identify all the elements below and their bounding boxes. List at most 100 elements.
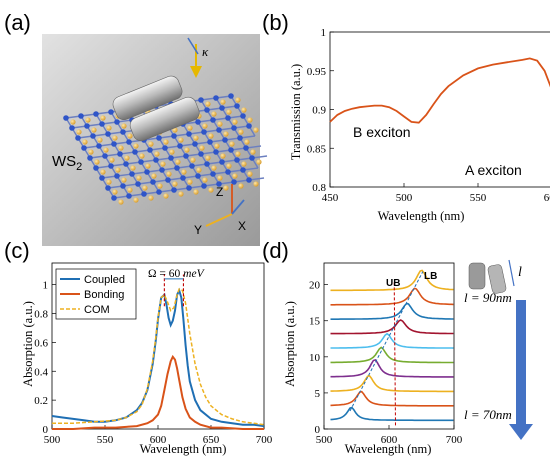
tungsten-atom — [201, 183, 207, 189]
spectrum-line — [330, 332, 454, 349]
sulfur-atom — [157, 183, 163, 189]
tungsten-atom — [93, 111, 99, 117]
y-tick-label: 0.95 — [307, 66, 327, 78]
sulfur-atom — [88, 149, 94, 155]
tungsten-atom — [231, 125, 237, 131]
sulfur-atom — [169, 149, 175, 155]
sulfur-atom — [253, 127, 259, 133]
sulfur-atom — [109, 157, 115, 163]
tungsten-atom — [207, 139, 213, 145]
legend-coupled-label: Coupled — [84, 274, 125, 286]
tungsten-atom — [99, 121, 105, 127]
x-tick-label: 700 — [256, 434, 273, 446]
sulfur-atom — [112, 189, 118, 195]
tungsten-atom — [108, 163, 114, 169]
sulfur-atom — [208, 187, 214, 193]
tungsten-atom — [105, 185, 111, 191]
sulfur-atom — [172, 127, 178, 133]
chart-b-ylabel: Transmission (a.u.) — [289, 64, 303, 160]
panel-d-label: (d) — [262, 238, 289, 263]
tungsten-atom — [231, 179, 237, 185]
chart-d-xlabel: Wavelength (nm) — [345, 442, 432, 456]
sulfur-atom — [127, 187, 133, 193]
sulfur-atom — [184, 147, 190, 153]
tungsten-atom — [114, 119, 120, 125]
x-tick-label: 500 — [44, 434, 61, 446]
panel-b-label: (b) — [262, 10, 289, 35]
lb-label: LB — [424, 271, 437, 282]
x-tick-label: 700 — [446, 434, 463, 446]
sulfur-atom — [148, 141, 154, 147]
tungsten-atom — [225, 169, 231, 175]
spectrum-line — [330, 269, 454, 292]
length-90-label: l = 90nm — [464, 290, 512, 305]
tungsten-atom — [210, 117, 216, 123]
sulfur-atom — [178, 137, 184, 143]
spectrum-line — [330, 287, 454, 306]
tungsten-atom — [246, 123, 252, 129]
tungsten-atom — [96, 143, 102, 149]
tungsten-atom — [141, 191, 147, 197]
tungsten-atom — [234, 103, 240, 109]
y-tick-label: 0.8 — [312, 182, 326, 194]
tungsten-atom — [240, 113, 246, 119]
tungsten-atom — [177, 143, 183, 149]
sulfur-atom — [253, 181, 259, 187]
sulfur-atom — [205, 101, 211, 107]
tungsten-atom — [159, 167, 165, 173]
tungsten-atom — [186, 131, 192, 137]
sulfur-atom — [127, 133, 133, 139]
panel-c: (c) 500 550 600 650 700 0 0.2 0.4 0.6 0.8 1 Absorp… — [4, 238, 273, 456]
length-arrow-icon — [509, 300, 533, 440]
tungsten-atom — [111, 195, 117, 201]
a-exciton-label: A exciton — [465, 162, 522, 178]
sulfur-atom — [223, 131, 229, 137]
tungsten-atom — [228, 93, 234, 99]
tungsten-atom — [102, 153, 108, 159]
tungsten-atom — [126, 139, 132, 145]
tungsten-atom — [117, 151, 123, 157]
sulfur-atom — [70, 119, 76, 125]
sulfur-atom — [235, 151, 241, 157]
ws2-label: WS2 — [52, 153, 82, 173]
x-tick-label: 600 — [381, 434, 398, 446]
tungsten-atom — [195, 173, 201, 179]
sulfur-atom — [175, 159, 181, 165]
tungsten-atom — [213, 149, 219, 155]
spectrum-line — [330, 346, 454, 364]
chart-d-axes: 500 600 700 0 5 10 15 20 — [309, 262, 463, 446]
x-tick-label: 500 — [396, 192, 413, 204]
x-tick-label: 550 — [470, 192, 487, 204]
sulfur-atom — [121, 177, 127, 183]
sulfur-atom — [130, 165, 136, 171]
tungsten-atom — [78, 113, 84, 119]
sulfur-atom — [199, 145, 205, 151]
y-tick-label: 0.6 — [34, 337, 48, 349]
kappa-label: κ — [202, 44, 209, 59]
tungsten-atom — [198, 151, 204, 157]
b-exciton-label: B exciton — [353, 124, 411, 140]
tungsten-atom — [186, 185, 192, 191]
tungsten-atom — [219, 105, 225, 111]
sulfur-atom — [136, 175, 142, 181]
nanorod-left — [112, 75, 183, 121]
nanorod-dimer — [112, 75, 200, 142]
tungsten-atom — [189, 163, 195, 169]
sulfur-atom — [256, 159, 262, 165]
tungsten-atom — [201, 129, 207, 135]
sulfur-atom — [202, 177, 208, 183]
tungsten-atom — [219, 159, 225, 165]
tungsten-atom — [69, 125, 75, 131]
sulfur-atom — [163, 193, 169, 199]
sulfur-atom — [193, 135, 199, 141]
tungsten-atom — [99, 175, 105, 181]
spectrum-line — [330, 319, 454, 335]
sulfur-atom — [223, 185, 229, 191]
sulfur-atom — [103, 147, 109, 153]
transmission-line — [329, 57, 550, 124]
tungsten-atom — [228, 147, 234, 153]
sulfur-atom — [76, 129, 82, 135]
sulfur-atom — [115, 167, 121, 173]
